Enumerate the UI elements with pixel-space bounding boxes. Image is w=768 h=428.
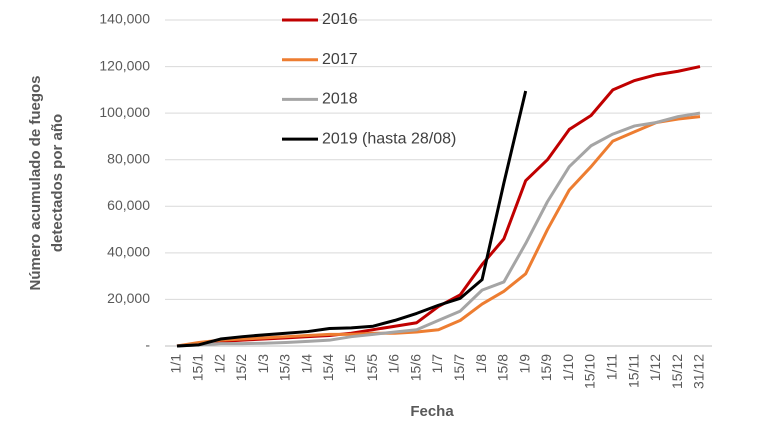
x-tick-label: 1/11 xyxy=(604,354,620,380)
x-tick-label: 15/5 xyxy=(364,354,380,381)
x-tick-label: 1/1 xyxy=(168,354,184,374)
x-tick-label: 15/12 xyxy=(669,354,685,389)
x-tick-label: 15/2 xyxy=(233,354,249,381)
x-tick-label: 15/4 xyxy=(320,354,336,381)
series-line xyxy=(176,115,701,348)
y-tick-label: 120,000 xyxy=(99,57,150,73)
x-tick-label: 1/6 xyxy=(386,354,402,374)
series-line xyxy=(176,111,701,348)
x-tick-label: 15/11 xyxy=(625,354,641,388)
x-tick-label: 1/7 xyxy=(429,354,445,374)
legend-label: 2019 (hasta 28/08) xyxy=(322,130,456,147)
legend-label: 2016 xyxy=(322,11,358,28)
y-tick-label: - xyxy=(145,337,150,353)
y-tick-label: 80,000 xyxy=(107,150,150,166)
y-tick-label: 20,000 xyxy=(107,290,150,306)
y-axis-title: Número acumulado de fuegos xyxy=(27,75,44,290)
x-tick-label: 15/7 xyxy=(451,354,467,381)
x-tick-label: 1/10 xyxy=(560,354,576,381)
y-tick-label: 100,000 xyxy=(99,104,150,120)
x-tick-label: 1/12 xyxy=(647,354,663,381)
x-tick-label: 1/4 xyxy=(298,354,314,374)
legend-label: 2017 xyxy=(322,51,358,68)
y-axis-title: detectados por año xyxy=(49,114,66,252)
x-tick-label: 15/3 xyxy=(277,354,293,381)
legend-label: 2018 xyxy=(322,91,358,108)
x-tick-label: 1/9 xyxy=(516,354,532,374)
x-tick-label: 15/6 xyxy=(407,354,423,381)
y-tick-label: 40,000 xyxy=(107,244,150,260)
y-tick-label: 60,000 xyxy=(107,197,150,213)
x-tick-label: 1/8 xyxy=(473,354,489,374)
x-tick-label: 31/12 xyxy=(691,354,707,389)
x-tick-label: 1/5 xyxy=(342,354,358,374)
x-tick-label: 1/3 xyxy=(255,354,271,374)
x-tick-label: 15/1 xyxy=(189,354,205,381)
y-tick-label: 140,000 xyxy=(99,11,150,27)
x-tick-label: 15/8 xyxy=(495,354,511,381)
x-tick-label: 15/9 xyxy=(538,354,554,381)
x-tick-label: 15/10 xyxy=(582,354,598,389)
x-axis-title: Fecha xyxy=(410,403,454,420)
x-tick-label: 1/2 xyxy=(211,354,227,374)
series-line xyxy=(176,90,528,348)
